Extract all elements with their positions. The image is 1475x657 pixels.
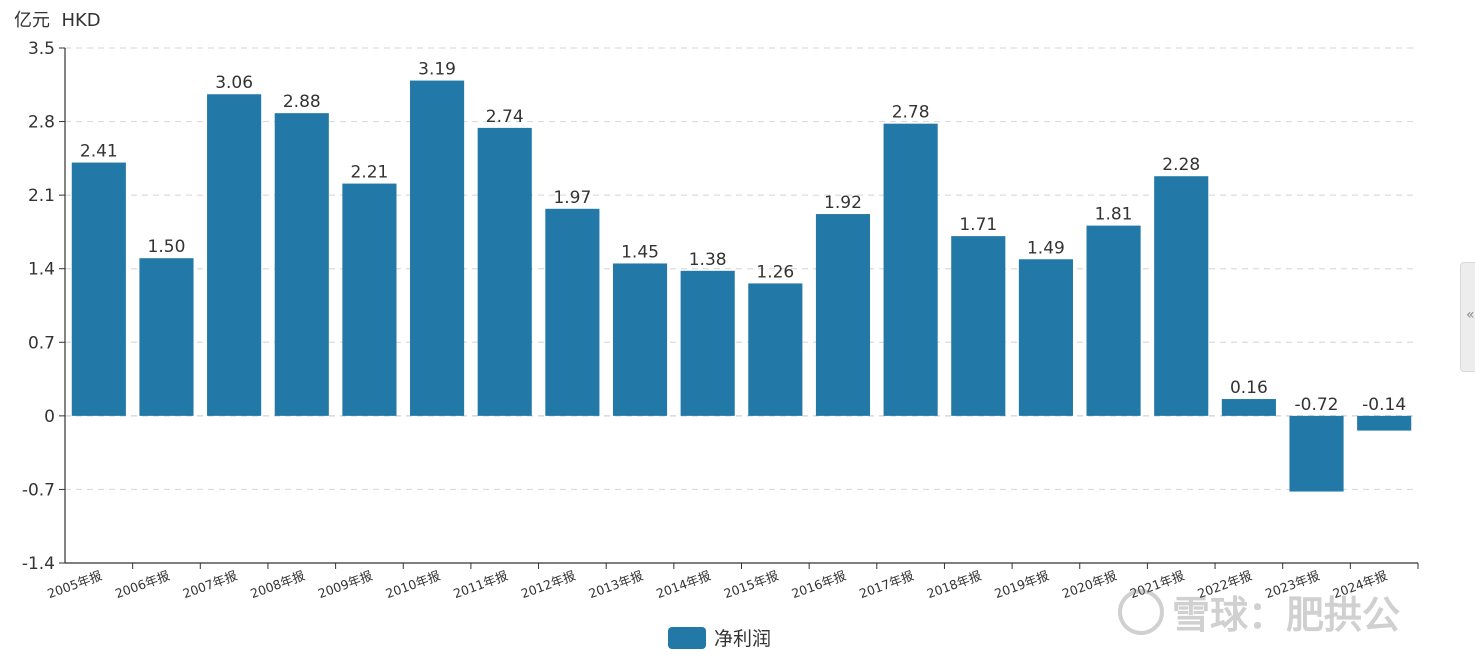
y-tick-label: 2.1	[28, 186, 55, 206]
bar-2013年报	[612, 263, 668, 416]
data-label: -0.14	[1362, 395, 1406, 415]
data-label: 1.45	[621, 242, 659, 262]
x-tick-label: 2016年报	[789, 568, 848, 602]
data-label: 2.78	[892, 103, 930, 123]
data-label: 1.92	[824, 193, 862, 213]
y-tick-label: -0.7	[22, 480, 55, 500]
legend-swatch	[668, 626, 706, 649]
x-tick-label: 2009年报	[316, 568, 375, 602]
data-label: -0.72	[1295, 395, 1339, 415]
side-panel-toggle[interactable]: «	[1460, 262, 1475, 372]
bar-2021年报	[1154, 176, 1209, 416]
chart-legend[interactable]: 净利润	[668, 624, 771, 651]
bar-2005年报	[71, 162, 126, 416]
bar-2016年报	[815, 214, 871, 416]
y-tick-label: 0.7	[28, 333, 55, 353]
x-tick-label: 2019年报	[992, 568, 1051, 602]
data-label: 1.49	[1027, 238, 1065, 258]
data-label: 1.26	[756, 262, 794, 282]
data-label: 2.41	[80, 142, 118, 162]
bar-2010年报	[410, 80, 465, 416]
x-tick-label: 2017年报	[857, 568, 916, 602]
data-label: 1.97	[553, 188, 591, 208]
data-label: 2.88	[283, 92, 321, 112]
x-tick-label: 2020年报	[1060, 568, 1119, 602]
bar-2014年报	[680, 270, 735, 416]
data-label: 3.06	[215, 73, 253, 93]
y-tick-label: 2.8	[28, 113, 55, 133]
data-label: 1.81	[1095, 205, 1133, 225]
data-label: 0.16	[1230, 378, 1268, 398]
x-tick-label: 2015年报	[722, 568, 781, 602]
bar-2022年报	[1221, 399, 1276, 416]
y-tick-label: -1.4	[22, 554, 55, 574]
data-label: 2.21	[350, 163, 388, 183]
data-label: 2.74	[486, 107, 524, 127]
y-tick-label: 1.4	[28, 260, 55, 280]
x-tick-label: 2011年报	[451, 568, 510, 602]
data-label: 1.50	[148, 237, 186, 257]
y-tick-label: 0	[44, 407, 55, 427]
data-label: 1.71	[959, 215, 997, 235]
watermark-text: 雪球：肥拱公	[1172, 593, 1401, 637]
watermark-logo-icon	[1118, 588, 1164, 635]
x-tick-label: 2010年报	[384, 568, 443, 602]
bar-2007年报	[207, 94, 262, 416]
bar-2017年报	[883, 123, 938, 416]
x-tick-label: 2007年报	[181, 568, 240, 602]
bar-2024年报	[1357, 415, 1412, 431]
data-label: 2.28	[1162, 155, 1200, 175]
bar-2020年报	[1086, 225, 1141, 416]
watermark: 雪球：肥拱公	[1118, 584, 1400, 639]
x-tick-label: 2014年报	[654, 568, 713, 602]
x-tick-label: 2018年报	[925, 568, 984, 602]
bar-2018年报	[951, 236, 1006, 416]
data-label: 1.38	[689, 250, 727, 270]
x-tick-label: 2013年报	[587, 568, 646, 602]
bar-2008年报	[274, 113, 329, 416]
bar-2019年报	[1018, 259, 1073, 416]
legend-label: 净利润	[714, 628, 772, 650]
bar-2015年报	[748, 283, 803, 416]
bar-2023年报	[1289, 415, 1344, 492]
double-chevron-left-icon: «	[1466, 307, 1475, 323]
bar-2006年报	[139, 258, 194, 416]
y-tick-label: 3.5	[28, 39, 55, 59]
bar-2011年报	[477, 127, 532, 416]
bar-2009年报	[342, 183, 397, 416]
x-tick-label: 2006年报	[113, 568, 172, 602]
bar-2012年报	[545, 208, 600, 416]
data-label: 3.19	[418, 60, 456, 80]
x-tick-label: 2012年报	[519, 568, 578, 602]
x-tick-label: 2008年报	[248, 568, 307, 602]
y-axis-unit-label: 亿元 HKD	[14, 10, 101, 31]
